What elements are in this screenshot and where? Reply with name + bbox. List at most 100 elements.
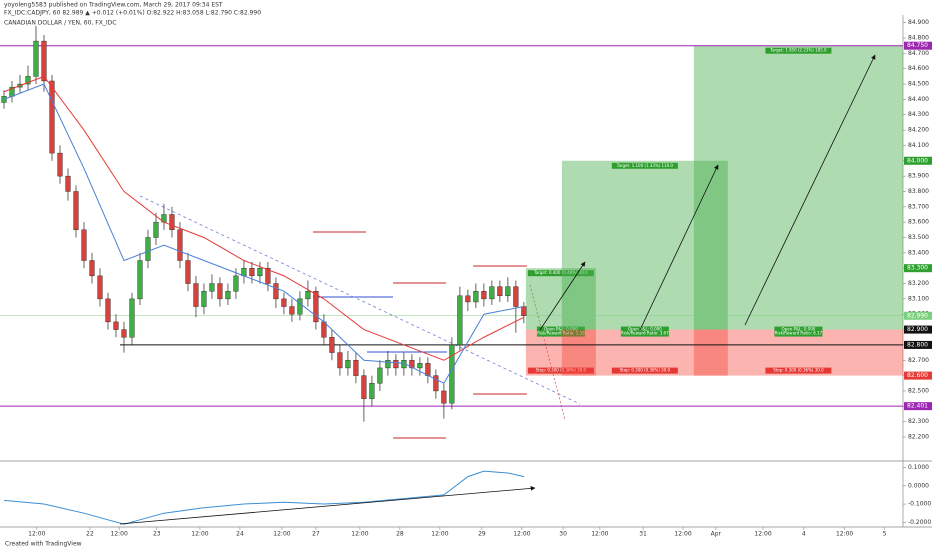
candle-body — [57, 152, 63, 177]
candle-body — [305, 291, 311, 300]
y2-tick-label: -0.2000 — [908, 519, 931, 526]
y-tick-label: 83.500 — [908, 234, 929, 241]
y-tick-label: 83.200 — [908, 280, 929, 287]
price-tag — [904, 402, 932, 411]
y-tick-label: 83.800 — [908, 188, 929, 195]
candle-body — [425, 363, 431, 376]
candle-body — [25, 76, 31, 85]
axes: 84.900 84.800 84.700 84.600 84.500 84.400 84.3… — [28, 19, 932, 538]
x-tick-label: 29 — [478, 531, 486, 538]
candle-body — [521, 306, 527, 316]
candle-body — [193, 283, 199, 307]
candle-body — [89, 260, 95, 277]
candle-body — [265, 267, 271, 284]
candle-body — [489, 286, 495, 300]
rr-label: Risk/Reward Ratio: 1.33 — [537, 331, 585, 336]
x-tick-label: 31 — [639, 531, 647, 538]
candle-body — [329, 337, 335, 353]
candle-body — [169, 214, 175, 231]
y-tick-label: 84.700 — [908, 50, 929, 57]
y-tick-label: 83.700 — [908, 203, 929, 210]
target-zone — [561, 160, 728, 330]
price-tag-label: 82.900 — [907, 326, 928, 333]
candle-body — [497, 286, 503, 297]
indicator-line — [3, 83, 524, 384]
footer: Created with TradingView — [5, 541, 82, 548]
candle-body — [433, 375, 439, 392]
candle-body — [369, 383, 375, 399]
label-bg — [611, 367, 678, 374]
candle-body — [361, 375, 367, 399]
fib-line — [529, 284, 566, 421]
positions: Target: 0.400 (0.48%) 40.0 Stop: 0.300 (0… — [525, 45, 903, 376]
price-tag — [904, 325, 932, 334]
y-tick-label: 83.400 — [908, 249, 929, 256]
candle-body — [289, 306, 295, 315]
stop-label: Stop: 0.300 (0.36%) 30.0 — [773, 368, 824, 373]
label-bg — [611, 162, 678, 169]
candle-body — [353, 360, 359, 376]
candle-body — [441, 390, 447, 404]
candle-body — [249, 267, 255, 277]
price-tag-label: 84.750 — [907, 42, 928, 49]
indicator-line — [3, 470, 524, 525]
price-tag-label: 82.800 — [907, 341, 928, 348]
arrow — [119, 485, 536, 525]
y2-tick-label: 0.1000 — [908, 464, 929, 471]
candle-body — [417, 363, 423, 369]
y-tick-label: 84.400 — [908, 96, 929, 103]
candle-body — [409, 360, 415, 369]
label-bg — [536, 326, 585, 337]
x-tick-label: 5 — [883, 531, 887, 538]
label-bg — [620, 326, 669, 337]
candle-body — [33, 40, 39, 77]
candle-body — [185, 260, 191, 284]
price-tag-label: 83.300 — [907, 265, 928, 272]
candle-body — [385, 360, 391, 369]
chart-title: CANADIAN DOLLAR / YEN, 60, FX_IDC — [4, 20, 116, 27]
y2-tick-label: 0.0000 — [908, 482, 929, 489]
target-label: Target: 1.100 (1.33%) 110.0 — [616, 163, 674, 168]
stop-label: Stop: 0.300 (0.36%) 30.0 — [536, 368, 587, 373]
candle-body — [209, 283, 215, 292]
y-tick-label: 84.300 — [908, 111, 929, 118]
price-tag — [904, 264, 932, 273]
x-tick-label: 23 — [153, 531, 161, 538]
price-tag-label: 82.401 — [907, 403, 928, 410]
candle-body — [481, 291, 487, 300]
target-label: Target: 1.850 (2.23%) 185.0 — [769, 48, 827, 53]
x-tick-label: 12:00 — [28, 531, 45, 538]
price-tag-label: 82.990 — [907, 312, 928, 319]
rr-label: Risk/Reward Ratio: 3.67 — [621, 331, 669, 336]
label-bg — [765, 367, 832, 374]
candle-body — [97, 275, 103, 300]
y2-tick-label: -0.1000 — [908, 501, 931, 508]
y-tick-label: 82.700 — [908, 357, 929, 364]
x-tick-label: 22 — [86, 531, 94, 538]
candle-body — [465, 295, 471, 303]
y-tick-label: 84.900 — [908, 19, 929, 26]
x-tick-label: 12:00 — [836, 531, 853, 538]
price-tag-label: 84.000 — [907, 157, 928, 164]
y-tick-label: 82.200 — [908, 433, 929, 440]
symbol-line: FX_IDC:CADJPY, 60 82.989 ▲ +0.012 (+0.01… — [4, 10, 261, 17]
x-tick-label: 30 — [559, 531, 567, 538]
candle-body — [345, 360, 351, 369]
price-tag — [904, 41, 932, 50]
candle-body — [449, 344, 455, 404]
candle-body — [65, 175, 71, 192]
x-tick-label: 12:00 — [351, 531, 368, 538]
candle-body — [145, 237, 151, 261]
candle-body — [81, 229, 87, 261]
y-tick-label: 82.300 — [908, 418, 929, 425]
target-label: Target: 0.400 (0.48%) 40.0 — [533, 270, 588, 275]
y-tick-label: 84.200 — [908, 127, 929, 134]
candle-body — [337, 352, 343, 369]
x-tick-label: 12:00 — [513, 531, 530, 538]
candle-body — [393, 360, 399, 369]
candle-body — [473, 291, 479, 303]
label-bg — [774, 326, 823, 337]
y-tick-label: 83.900 — [908, 173, 929, 180]
pnl-label: Open P&L: 0.090 — [628, 327, 662, 332]
